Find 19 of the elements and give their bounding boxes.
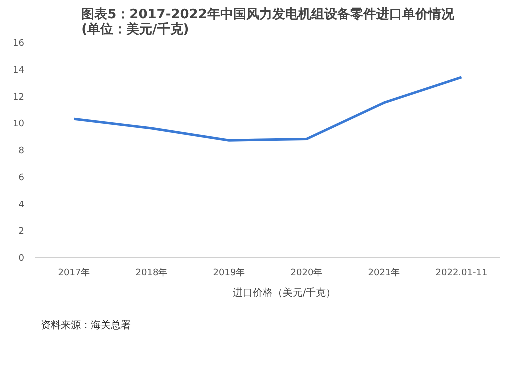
y-tick-label: 16 — [13, 39, 25, 49]
y-tick-label: 12 — [13, 92, 24, 103]
x-tick-label: 2022.01-11 — [436, 268, 488, 278]
x-tick-label: 2021年 — [368, 268, 400, 278]
y-tick-label: 10 — [13, 120, 25, 130]
x-tick-label: 2018年 — [136, 268, 168, 278]
text: 进口价格（美元/千克） — [232, 286, 336, 300]
y-tick-label: 0 — [18, 254, 25, 264]
line-series — [73, 76, 463, 142]
chart-title: 图表5：2017-2022年中国风力发电机组设备零件进口单价情况(单位：美元/千克) — [82, 6, 456, 38]
y-tick-label: 4 — [18, 200, 25, 210]
text: 资料来源：海关总署 — [40, 320, 131, 332]
y-tick-label: 2 — [18, 227, 25, 238]
y-tick-label: 14 — [13, 66, 25, 76]
y-tick-label: 6 — [18, 173, 25, 184]
x-tick-label: 2019年 — [213, 268, 246, 278]
x-tick-label: 2017年 — [58, 268, 90, 278]
x-tick-label: 2020年 — [290, 268, 323, 278]
y-tick-label: 8 — [18, 146, 25, 156]
